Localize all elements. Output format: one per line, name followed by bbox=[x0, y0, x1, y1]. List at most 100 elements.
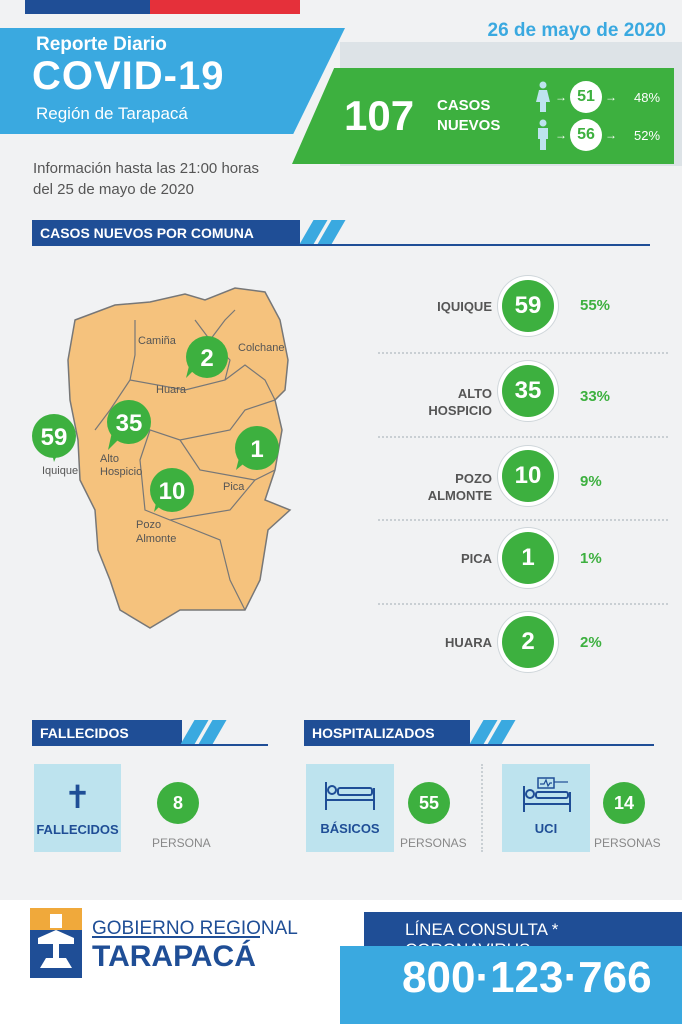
comuna-name-line1: ALTO bbox=[457, 386, 492, 401]
top-accent-red bbox=[150, 0, 300, 14]
comuna-row: ALTO HOSPICIO 35 33% bbox=[380, 355, 670, 439]
map-label-pozo: Pozo bbox=[136, 519, 161, 531]
section-header-comuna: CASOS NUEVOS POR COMUNA bbox=[32, 220, 652, 250]
fallecidos-unit: PERSONA bbox=[152, 836, 211, 850]
map-marker-huara: 2 bbox=[186, 336, 228, 378]
comuna-pct: 55% bbox=[580, 297, 611, 314]
women-pct: 48% bbox=[634, 89, 661, 105]
comuna-name: ALTO HOSPICIO bbox=[428, 385, 492, 419]
gender-panel bbox=[526, 68, 674, 164]
woman-icon bbox=[536, 81, 550, 112]
comuna-cases: 35 bbox=[502, 365, 554, 417]
cross-icon: ✝ bbox=[64, 778, 91, 816]
map-marker-pica-value: 1 bbox=[250, 436, 263, 463]
new-cases-label-line2: NUEVOS bbox=[437, 117, 501, 134]
comuna-name: IQUIQUE bbox=[437, 298, 492, 315]
section-header-hospitalizados: HOSPITALIZADOS bbox=[304, 720, 654, 750]
man-icon bbox=[538, 119, 548, 150]
uci-unit: PERSONAS bbox=[594, 836, 661, 850]
map-marker-iquique: 59 bbox=[32, 414, 76, 462]
women-count: 51 bbox=[570, 81, 602, 113]
map-label-iquique: Iquique bbox=[42, 465, 78, 477]
top-accent-blue bbox=[25, 0, 150, 14]
arrow-icon: → bbox=[605, 128, 617, 142]
new-cases-label: CASOS NUEVOS bbox=[437, 96, 500, 136]
comuna-name-line2: ALMONTE bbox=[427, 488, 492, 503]
men-pct: 52% bbox=[634, 127, 661, 143]
comuna-name-line1: HUARA bbox=[445, 635, 492, 650]
section-title: HOSPITALIZADOS bbox=[304, 720, 470, 746]
gov-name-line1: GOBIERNO REGIONAL bbox=[92, 918, 298, 939]
uci-count: 14 bbox=[603, 782, 645, 824]
map-label-almonte: Almonte bbox=[136, 533, 176, 545]
header-region: Región de Tarapacá bbox=[36, 104, 188, 123]
comuna-row: HUARA 2 2% bbox=[380, 606, 670, 690]
header-panel bbox=[0, 28, 345, 134]
report-date: 26 de mayo de 2020 bbox=[487, 20, 667, 41]
comuna-pct: 33% bbox=[580, 388, 611, 405]
gov-underline bbox=[92, 936, 260, 938]
comuna-name: POZO ALMONTE bbox=[428, 470, 492, 504]
tarapaca-map: Camiña Colchane Huara Iquique Alto Hospi… bbox=[32, 287, 292, 629]
map-label-hospicio: Hospicio bbox=[100, 466, 142, 478]
divider bbox=[378, 436, 668, 438]
hotline-label-bar bbox=[364, 912, 682, 946]
arrow-icon: → bbox=[605, 90, 617, 104]
uci-card: UCI bbox=[502, 764, 590, 852]
women-row: → 51 → 48% bbox=[530, 78, 670, 116]
new-cases-label-line1: CASOS bbox=[437, 97, 491, 114]
info-line1: Información hasta las 21:00 horas bbox=[33, 160, 259, 177]
divider bbox=[378, 603, 668, 605]
section-underline bbox=[32, 744, 268, 746]
info-note: Información hasta las 21:00 horas del 25… bbox=[33, 158, 259, 200]
basicos-card: BÁSICOS bbox=[306, 764, 394, 852]
arrow-icon: → bbox=[555, 128, 567, 142]
divider bbox=[481, 764, 483, 852]
comuna-cases: 1 bbox=[502, 532, 554, 584]
hotline-number-panel bbox=[340, 946, 682, 1024]
section-title: CASOS NUEVOS POR COMUNA bbox=[32, 220, 300, 246]
fallecidos-card-label: FALLECIDOS bbox=[36, 822, 119, 837]
basicos-unit: PERSONAS bbox=[400, 836, 467, 850]
header-subtitle: Reporte Diario bbox=[36, 34, 167, 55]
new-cases-box bbox=[292, 68, 526, 164]
comuna-pct: 2% bbox=[580, 634, 602, 651]
map-marker-huara-value: 2 bbox=[200, 345, 213, 372]
men-row: → 56 → 52% bbox=[530, 116, 670, 154]
comuna-cases: 2 bbox=[502, 616, 554, 668]
men-count: 56 bbox=[570, 119, 602, 151]
basicos-count: 55 bbox=[408, 782, 450, 824]
comuna-cases: 59 bbox=[502, 280, 554, 332]
comuna-name-line1: PICA bbox=[460, 551, 492, 566]
basicos-card-label: BÁSICOS bbox=[320, 821, 380, 836]
comuna-borders bbox=[94, 309, 276, 611]
bed-icon bbox=[325, 782, 375, 810]
icu-bed-icon bbox=[523, 777, 571, 812]
comuna-name: PICA bbox=[461, 550, 492, 567]
comuna-pct: 9% bbox=[580, 473, 602, 490]
fallecidos-count: 8 bbox=[157, 782, 199, 824]
map-label-alto: Alto bbox=[100, 453, 119, 465]
fallecidos-card: ✝ FALLECIDOS bbox=[34, 764, 121, 852]
section-underline bbox=[304, 744, 654, 746]
hotline-number: 800·123·766 bbox=[402, 953, 652, 1002]
comuna-row: PICA 1 1% bbox=[380, 522, 670, 606]
gobierno-logo-icon bbox=[30, 908, 82, 978]
section-title: FALLECIDOS bbox=[32, 720, 182, 746]
map-label-camina: Camiña bbox=[138, 335, 177, 347]
comuna-cases: 10 bbox=[502, 450, 554, 502]
comuna-name-line1: IQUIQUE bbox=[437, 299, 492, 314]
section-header-fallecidos: FALLECIDOS bbox=[32, 720, 268, 750]
map-marker-pozo-almonte: 10 bbox=[150, 468, 194, 512]
map-marker-alto-hospicio-value: 35 bbox=[116, 410, 143, 437]
divider bbox=[378, 352, 668, 354]
section-underline bbox=[32, 244, 650, 246]
comuna-pct: 1% bbox=[580, 550, 602, 567]
arrow-icon: → bbox=[555, 90, 567, 104]
comuna-name-line2: HOSPICIO bbox=[428, 403, 492, 418]
map-label-pica: Pica bbox=[223, 481, 245, 493]
header-title: COVID-19 bbox=[32, 54, 225, 98]
comuna-name: HUARA bbox=[445, 634, 492, 651]
map-label-colchane: Colchane bbox=[238, 342, 284, 354]
comuna-row: IQUIQUE 59 55% bbox=[380, 270, 670, 354]
